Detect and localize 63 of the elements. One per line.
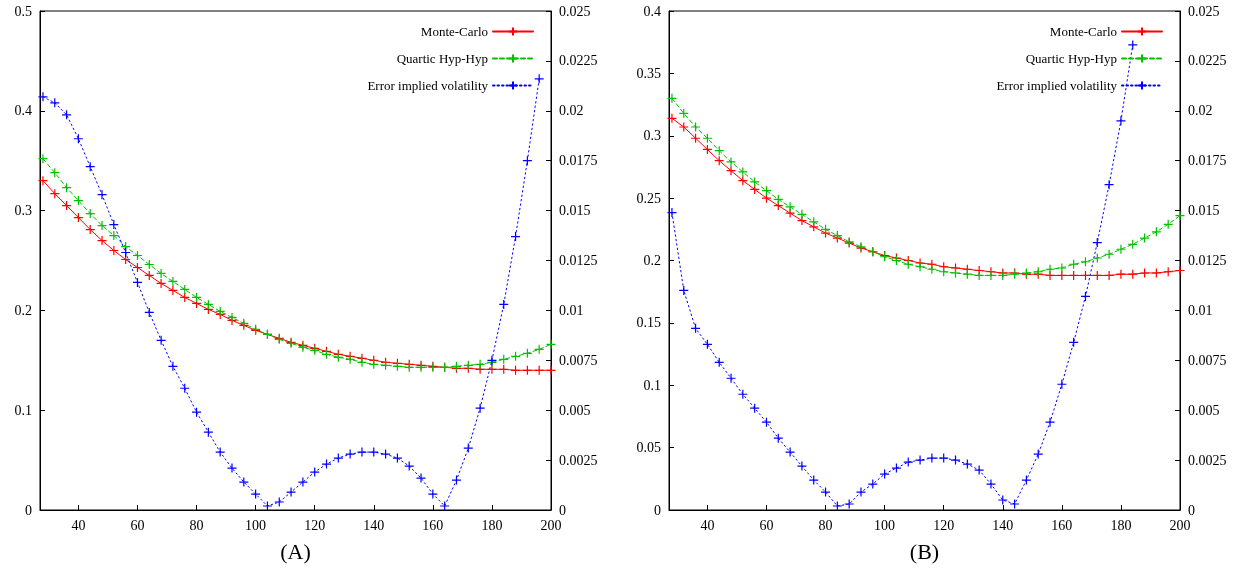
x-axis-title: (B) (909, 538, 940, 564)
x-tick-label: 100 (874, 517, 896, 533)
legend-label: Monte-Carlo (1049, 24, 1117, 39)
y2-tick-label: 0.02 (559, 103, 584, 119)
x-axis-title: (A) (280, 538, 311, 564)
y2-tick-label: 0.01 (1188, 302, 1213, 318)
y2-tick-label: 0.0125 (1188, 253, 1227, 268)
y-tick-label: 0 (654, 502, 661, 518)
y-tick-label: 0.4 (643, 3, 661, 19)
y2-tick-label: 0.0175 (559, 153, 598, 169)
y-tick-label: 0.2 (14, 302, 32, 318)
legend-label: Error implied volatility (996, 78, 1118, 93)
x-tick-label: 160 (1051, 517, 1073, 533)
y-tick-label: 0.5 (14, 3, 32, 19)
x-tick-label: 160 (422, 517, 444, 533)
y-tick-label: 0.25 (636, 190, 661, 206)
y-tick-label: 0.35 (636, 65, 661, 81)
y-tick-label: 0.15 (636, 315, 661, 331)
y2-tick-label: 0.025 (1188, 3, 1220, 19)
y2-tick-label: 0.02 (1188, 103, 1213, 119)
y-tick-label: 0.4 (14, 103, 32, 119)
x-tick-label: 60 (759, 517, 774, 533)
y-tick-label: 0.05 (636, 440, 661, 456)
x-tick-label: 120 (304, 517, 326, 533)
x-tick-label: 80 (189, 517, 204, 533)
x-tick-label: 80 (818, 517, 833, 533)
y-tick-label: 0.3 (14, 203, 32, 219)
y2-tick-label: 0.015 (1188, 203, 1220, 219)
y2-tick-label: 0.005 (1188, 402, 1220, 418)
y2-tick-label: 0 (1188, 502, 1195, 518)
x-tick-label: 200 (540, 517, 562, 533)
y2-tick-label: 0.0075 (559, 352, 598, 368)
x-tick-label: 140 (992, 517, 1014, 533)
y-tick-label: 0.1 (14, 402, 32, 418)
y2-tick-label: 0.0025 (559, 452, 598, 468)
x-tick-label: 100 (245, 517, 267, 533)
y2-tick-label: 0.0025 (1188, 452, 1227, 468)
x-tick-label: 180 (1110, 517, 1132, 533)
y2-tick-label: 0.025 (559, 3, 591, 19)
y2-tick-label: 0.0125 (559, 253, 598, 268)
legend-label: Quartic Hyp-Hyp (1025, 51, 1117, 66)
y-tick-label: 0.1 (643, 377, 661, 393)
y2-tick-label: 0.0175 (1188, 153, 1227, 169)
y-tick-label: 0.3 (643, 128, 661, 144)
x-tick-label: 200 (1169, 517, 1191, 533)
y-tick-label: 0 (25, 502, 32, 518)
y2-tick-label: 0.005 (559, 402, 591, 418)
legend-label: Error implied volatility (367, 78, 489, 93)
y2-tick-label: 0 (559, 502, 566, 518)
y2-tick-label: 0.015 (559, 203, 591, 219)
x-tick-label: 180 (481, 517, 503, 533)
legend-label: Quartic Hyp-Hyp (396, 51, 488, 66)
y2-tick-label: 0.0075 (1188, 352, 1227, 368)
x-tick-label: 140 (363, 517, 385, 533)
x-tick-label: 40 (71, 517, 86, 533)
y2-tick-label: 0.0225 (559, 53, 598, 69)
y-tick-label: 0.2 (643, 253, 661, 268)
y2-tick-label: 0.01 (559, 302, 584, 318)
legend-label: Monte-Carlo (420, 24, 488, 39)
x-tick-label: 60 (130, 517, 145, 533)
x-tick-label: 120 (933, 517, 955, 533)
y2-tick-label: 0.0225 (1188, 53, 1227, 69)
x-tick-label: 40 (700, 517, 715, 533)
